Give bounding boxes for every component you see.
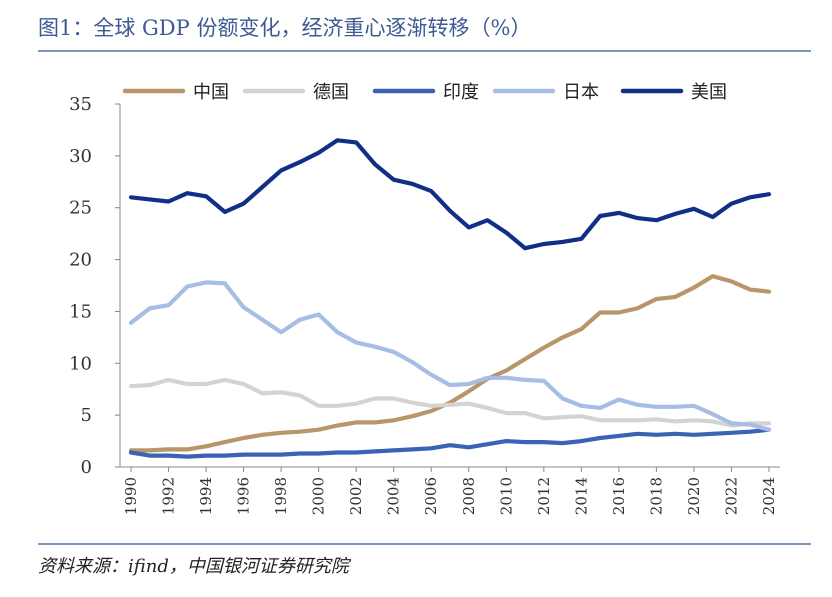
x-tick-label: 2010 [497,477,515,515]
x-tick-label: 2008 [460,477,478,515]
x-tick-label: 1996 [235,477,253,515]
series-lines-layer [128,138,772,459]
legend: 中国 德国 印度 日本 美国 [122,82,727,103]
x-tick-label: 2016 [610,477,628,515]
legend-label-2: 德国 [313,82,349,103]
y-tick-label: 15 [69,301,92,322]
series-line-2 [128,377,772,428]
series-line-4 [128,280,772,432]
x-tick-label: 2004 [385,477,403,515]
x-tick-label: 2022 [722,477,740,515]
x-tick-label: 2012 [535,477,553,515]
y-tick-label: 0 [81,457,92,478]
x-tick-label: 2024 [760,477,778,515]
series-line-5 [128,138,772,251]
x-tick-label: 1998 [272,477,290,515]
x-tick-label: 2002 [347,477,365,515]
title-divider [38,50,811,52]
source-note: 资料来源：ifind，中国银河证券研究院 [38,556,349,577]
chart-title: 图1：全球 GDP 份额变化，经济重心逐渐转移（%） [38,16,532,40]
series-line-3 [128,427,772,459]
source-divider [38,543,811,545]
x-tick-label: 2014 [572,477,590,515]
axes-layer: 0 5 10 15 20 25 30 35 1990 1992 1994 1996 1998 2000 20… [69,94,780,515]
legend-label-5: 美国 [691,82,727,103]
legend-label-3: 印度 [443,82,479,103]
y-tick-label: 25 [69,198,92,219]
x-tick-label: 2018 [647,477,665,515]
y-tick-label: 35 [69,94,92,115]
x-tick-label: 2006 [422,477,440,515]
y-tick-label: 20 [69,250,92,271]
x-tick-label: 1990 [122,477,140,515]
legend-label-4: 日本 [563,82,599,103]
x-tick-label: 2020 [685,477,703,515]
x-tick-label: 1992 [160,477,178,515]
y-tick-label: 5 [81,405,92,426]
y-tick-label: 30 [69,146,92,167]
series-line-1 [128,274,772,453]
legend-label-1: 中国 [193,82,229,103]
x-tick-label: 2000 [310,477,328,515]
x-tick-label: 1994 [197,477,215,515]
y-tick-label: 10 [69,353,92,374]
